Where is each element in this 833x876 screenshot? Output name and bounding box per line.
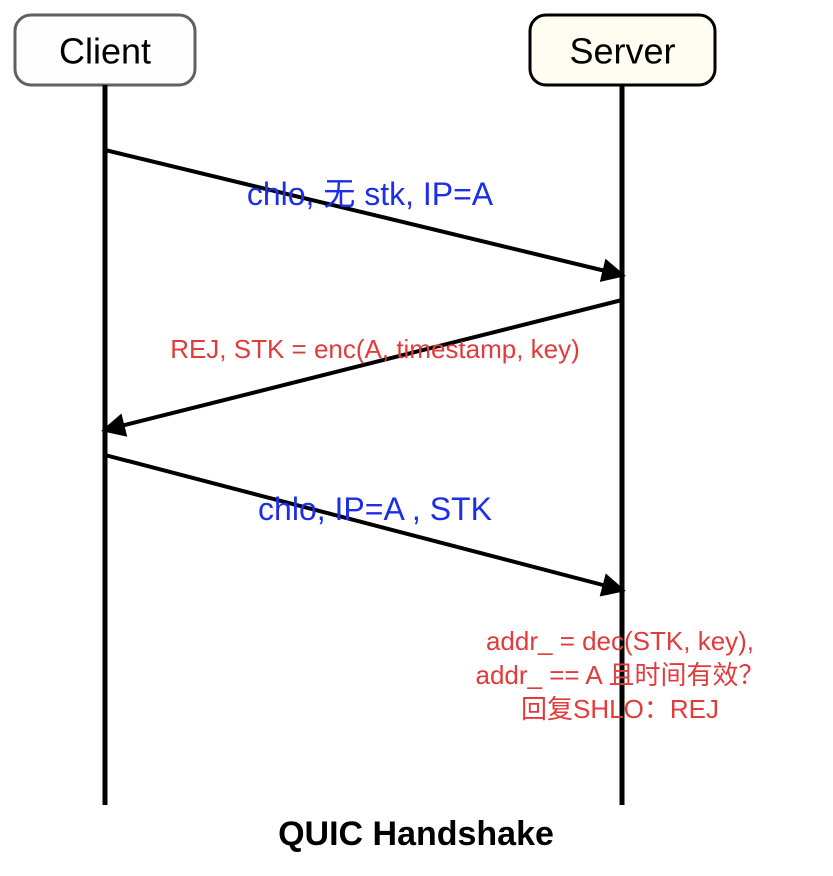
participant-client-label: Client bbox=[59, 31, 151, 72]
server-annotation-line-0: addr_ = dec(STK, key), bbox=[486, 626, 754, 656]
message-m2: REJ, STK = enc(A, timestamp, key) bbox=[105, 300, 622, 430]
message-m1-arrow bbox=[105, 150, 622, 275]
message-m3-label: chlo, IP=A , STK bbox=[258, 491, 492, 527]
message-m1: chlo, 无 stk, IP=A bbox=[105, 150, 622, 275]
participant-client: Client bbox=[15, 15, 195, 805]
message-m2-label: REJ, STK = enc(A, timestamp, key) bbox=[170, 334, 580, 364]
server-annotation-line-2: 回复SHLO：REJ bbox=[521, 694, 719, 724]
server-annotation-line-1: addr_ == A 且时间有效？ bbox=[475, 660, 764, 690]
diagram-title: QUIC Handshake bbox=[278, 815, 554, 853]
server-annotation: addr_ = dec(STK, key), addr_ == A 且时间有效？ 回… bbox=[475, 626, 764, 724]
message-m1-label: chlo, 无 stk, IP=A bbox=[247, 176, 494, 212]
message-m3: chlo, IP=A , STK bbox=[105, 455, 622, 590]
message-m2-arrow bbox=[105, 300, 622, 430]
participant-server-label: Server bbox=[569, 31, 675, 72]
